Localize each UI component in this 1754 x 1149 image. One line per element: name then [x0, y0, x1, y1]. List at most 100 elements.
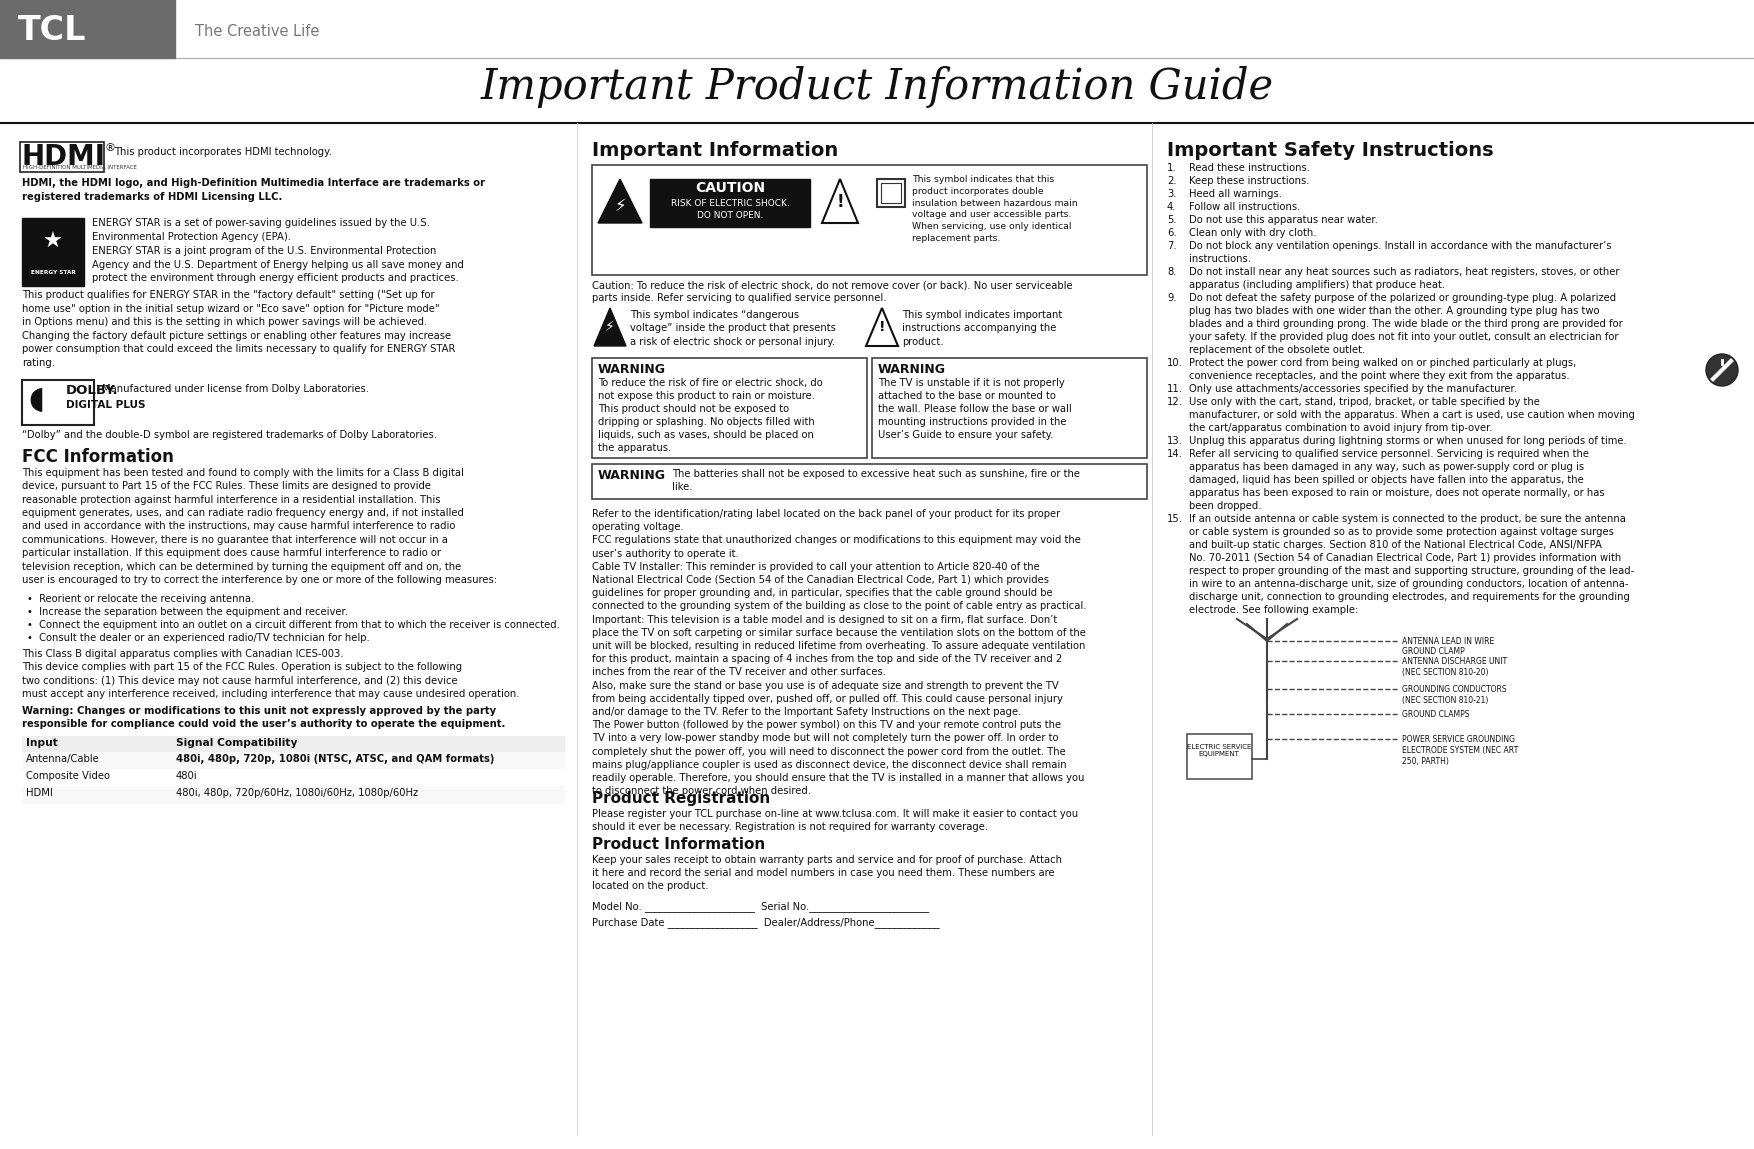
Text: 8.: 8. — [1166, 267, 1177, 277]
Text: DOLBY.: DOLBY. — [67, 384, 119, 398]
Text: Composite Video: Composite Video — [26, 771, 111, 781]
Text: Keep these instructions.: Keep these instructions. — [1189, 176, 1310, 186]
Text: HDMI, the HDMI logo, and High-Definition Multimedia Interface are trademarks or
: HDMI, the HDMI logo, and High-Definition… — [23, 178, 486, 201]
Text: 15.: 15. — [1166, 514, 1182, 524]
Text: Use only with the cart, stand, tripod, bracket, or table specified by the
manufa: Use only with the cart, stand, tripod, b… — [1189, 398, 1635, 433]
Text: This symbol indicates that this
product incorporates double
insulation between h: This symbol indicates that this product … — [912, 175, 1077, 242]
Text: Read these instructions.: Read these instructions. — [1189, 163, 1310, 173]
Text: •  Increase the separation between the equipment and receiver.: • Increase the separation between the eq… — [26, 607, 347, 617]
Text: ⚡: ⚡ — [605, 321, 616, 334]
Text: HIGH-DEFINITION MULTIMEDIA INTERFACE: HIGH-DEFINITION MULTIMEDIA INTERFACE — [23, 165, 137, 170]
Text: Clean only with dry cloth.: Clean only with dry cloth. — [1189, 228, 1317, 238]
Text: Do not block any ventilation openings. Install in accordance with the manufactur: Do not block any ventilation openings. I… — [1189, 241, 1612, 264]
Bar — [23, 769, 172, 786]
Text: ⚡: ⚡ — [614, 196, 626, 215]
Text: 480i: 480i — [175, 771, 198, 781]
Text: 14.: 14. — [1166, 449, 1182, 458]
Text: Only use attachments/accessories specified by the manufacturer.: Only use attachments/accessories specifi… — [1189, 384, 1517, 394]
Text: GROUND CLAMP: GROUND CLAMP — [1401, 647, 1465, 656]
Text: Do not defeat the safety purpose of the polarized or grounding-type plug. A pola: Do not defeat the safety purpose of the … — [1189, 293, 1622, 355]
Text: ENERGY STAR is a set of power-saving guidelines issued by the U.S.
Environmental: ENERGY STAR is a set of power-saving gui… — [91, 218, 430, 241]
Bar — [23, 380, 95, 425]
Bar — [23, 737, 565, 751]
Text: !: ! — [879, 321, 886, 334]
Text: The Creative Life: The Creative Life — [195, 23, 319, 39]
Text: Do not use this apparatus near water.: Do not use this apparatus near water. — [1189, 215, 1379, 225]
Text: To reduce the risk of fire or electric shock, do
not expose this product to rain: To reduce the risk of fire or electric s… — [598, 378, 823, 453]
Text: ◖: ◖ — [28, 384, 44, 412]
Text: FCC Information: FCC Information — [23, 448, 174, 466]
Text: DIGITAL PLUS: DIGITAL PLUS — [67, 400, 146, 410]
Text: POWER SERVICE GROUNDING
ELECTRODE SYSTEM (NEC ART
250, PARTH): POWER SERVICE GROUNDING ELECTRODE SYSTEM… — [1401, 735, 1519, 766]
Text: The batteries shall not be exposed to excessive heat such as sunshine, fire or t: The batteries shall not be exposed to ex… — [672, 469, 1080, 492]
Text: This product incorporates HDMI technology.: This product incorporates HDMI technolog… — [114, 147, 332, 157]
Text: Important Product Information Guide: Important Product Information Guide — [481, 65, 1273, 108]
Text: WARNING: WARNING — [598, 363, 667, 376]
Polygon shape — [598, 179, 642, 223]
Bar — [23, 786, 172, 803]
Text: 9.: 9. — [1166, 293, 1177, 303]
Text: ★: ★ — [44, 232, 63, 252]
Bar — [593, 464, 1147, 499]
Text: ENERGY STAR is a joint program of the U.S. Environmental Protection
Agency and t: ENERGY STAR is a joint program of the U.… — [91, 246, 463, 283]
Circle shape — [1707, 354, 1738, 386]
Text: 13.: 13. — [1166, 435, 1182, 446]
Text: Caution: To reduce the risk of electric shock, do not remove cover (or back). No: Caution: To reduce the risk of electric … — [593, 280, 1073, 303]
Text: Refer to the identification/rating label located on the back panel of your produ: Refer to the identification/rating label… — [593, 509, 1086, 796]
Bar — [593, 358, 866, 458]
Text: Model No. ______________________  Serial No.________________________: Model No. ______________________ Serial … — [593, 901, 930, 912]
Text: Important Safety Instructions: Important Safety Instructions — [1166, 141, 1494, 160]
Bar — [23, 751, 172, 769]
Text: Refer all servicing to qualified service personnel. Servicing is required when t: Refer all servicing to qualified service… — [1189, 449, 1605, 511]
Text: 1.: 1. — [1166, 163, 1177, 173]
Text: 10.: 10. — [1166, 358, 1182, 368]
Bar — [172, 751, 565, 769]
Text: This symbol indicates “dangerous
voltage” inside the product that presents
a ris: This symbol indicates “dangerous voltage… — [630, 310, 837, 347]
Text: 4.: 4. — [1166, 202, 1177, 213]
Text: “Dolby” and the double-D symbol are registered trademarks of Dolby Laboratories.: “Dolby” and the double-D symbol are regi… — [23, 430, 437, 440]
Text: WARNING: WARNING — [598, 469, 667, 481]
Bar — [881, 183, 902, 203]
Bar — [172, 786, 565, 803]
Text: •  Reorient or relocate the receiving antenna.: • Reorient or relocate the receiving ant… — [26, 594, 254, 604]
Text: Signal Compatibility: Signal Compatibility — [175, 738, 298, 748]
Text: Input: Input — [26, 738, 58, 748]
Bar — [872, 358, 1147, 458]
Text: 480i, 480p, 720p, 1080i (NTSC, ATSC, and QAM formats): 480i, 480p, 720p, 1080i (NTSC, ATSC, and… — [175, 754, 495, 764]
Bar — [23, 737, 172, 751]
Text: Manufactured under license from Dolby Laboratories.: Manufactured under license from Dolby La… — [102, 384, 368, 394]
Text: WARNING: WARNING — [879, 363, 945, 376]
Polygon shape — [595, 308, 626, 346]
Text: 7.: 7. — [1166, 241, 1177, 250]
Text: HDMI: HDMI — [26, 788, 53, 799]
Text: •  Consult the dealer or an experienced radio/TV technician for help.: • Consult the dealer or an experienced r… — [26, 633, 370, 643]
Bar — [19, 142, 103, 172]
Text: Product Information: Product Information — [593, 836, 765, 853]
Text: This symbol indicates important
instructions accompanying the
product.: This symbol indicates important instruct… — [902, 310, 1063, 347]
Bar — [172, 769, 565, 786]
Text: Purchase Date __________________  Dealer/Address/Phone_____________: Purchase Date __________________ Dealer/… — [593, 917, 940, 928]
Text: DO NOT OPEN.: DO NOT OPEN. — [696, 211, 763, 219]
Text: 2.: 2. — [1166, 176, 1177, 186]
Text: 6.: 6. — [1166, 228, 1177, 238]
Text: Keep your sales receipt to obtain warranty parts and service and for proof of pu: Keep your sales receipt to obtain warran… — [593, 855, 1061, 892]
Text: ANTENNA LEAD IN WIRE: ANTENNA LEAD IN WIRE — [1401, 637, 1494, 646]
Text: ANTENNA DISCHARGE UNIT
(NEC SECTION 810-20): ANTENNA DISCHARGE UNIT (NEC SECTION 810-… — [1401, 657, 1507, 677]
Text: •  Connect the equipment into an outlet on a circuit different from that to whic: • Connect the equipment into an outlet o… — [26, 620, 560, 630]
Text: 480i, 480p, 720p/60Hz, 1080i/60Hz, 1080p/60Hz: 480i, 480p, 720p/60Hz, 1080i/60Hz, 1080p… — [175, 788, 417, 799]
Text: HDMI: HDMI — [23, 142, 105, 171]
Bar — [877, 179, 905, 207]
Bar — [0, 0, 175, 57]
Text: Important Information: Important Information — [593, 141, 838, 160]
Text: 3.: 3. — [1166, 188, 1177, 199]
Text: The TV is unstable if it is not properly
attached to the base or mounted to
the : The TV is unstable if it is not properly… — [879, 378, 1072, 440]
Text: Do not install near any heat sources such as radiators, heat registers, stoves, : Do not install near any heat sources suc… — [1189, 267, 1619, 290]
Bar — [23, 218, 84, 286]
Text: TCL: TCL — [18, 15, 86, 47]
Text: GROUND CLAMPS: GROUND CLAMPS — [1401, 710, 1470, 719]
Text: ®: ® — [103, 142, 116, 153]
Text: This equipment has been tested and found to comply with the limits for a Class B: This equipment has been tested and found… — [23, 468, 496, 585]
Text: !: ! — [837, 193, 844, 211]
Text: This product qualifies for ENERGY STAR in the "factory default" setting ("Set up: This product qualifies for ENERGY STAR i… — [23, 290, 456, 368]
Text: Unplug this apparatus during lightning storms or when unused for long periods of: Unplug this apparatus during lightning s… — [1189, 435, 1626, 446]
